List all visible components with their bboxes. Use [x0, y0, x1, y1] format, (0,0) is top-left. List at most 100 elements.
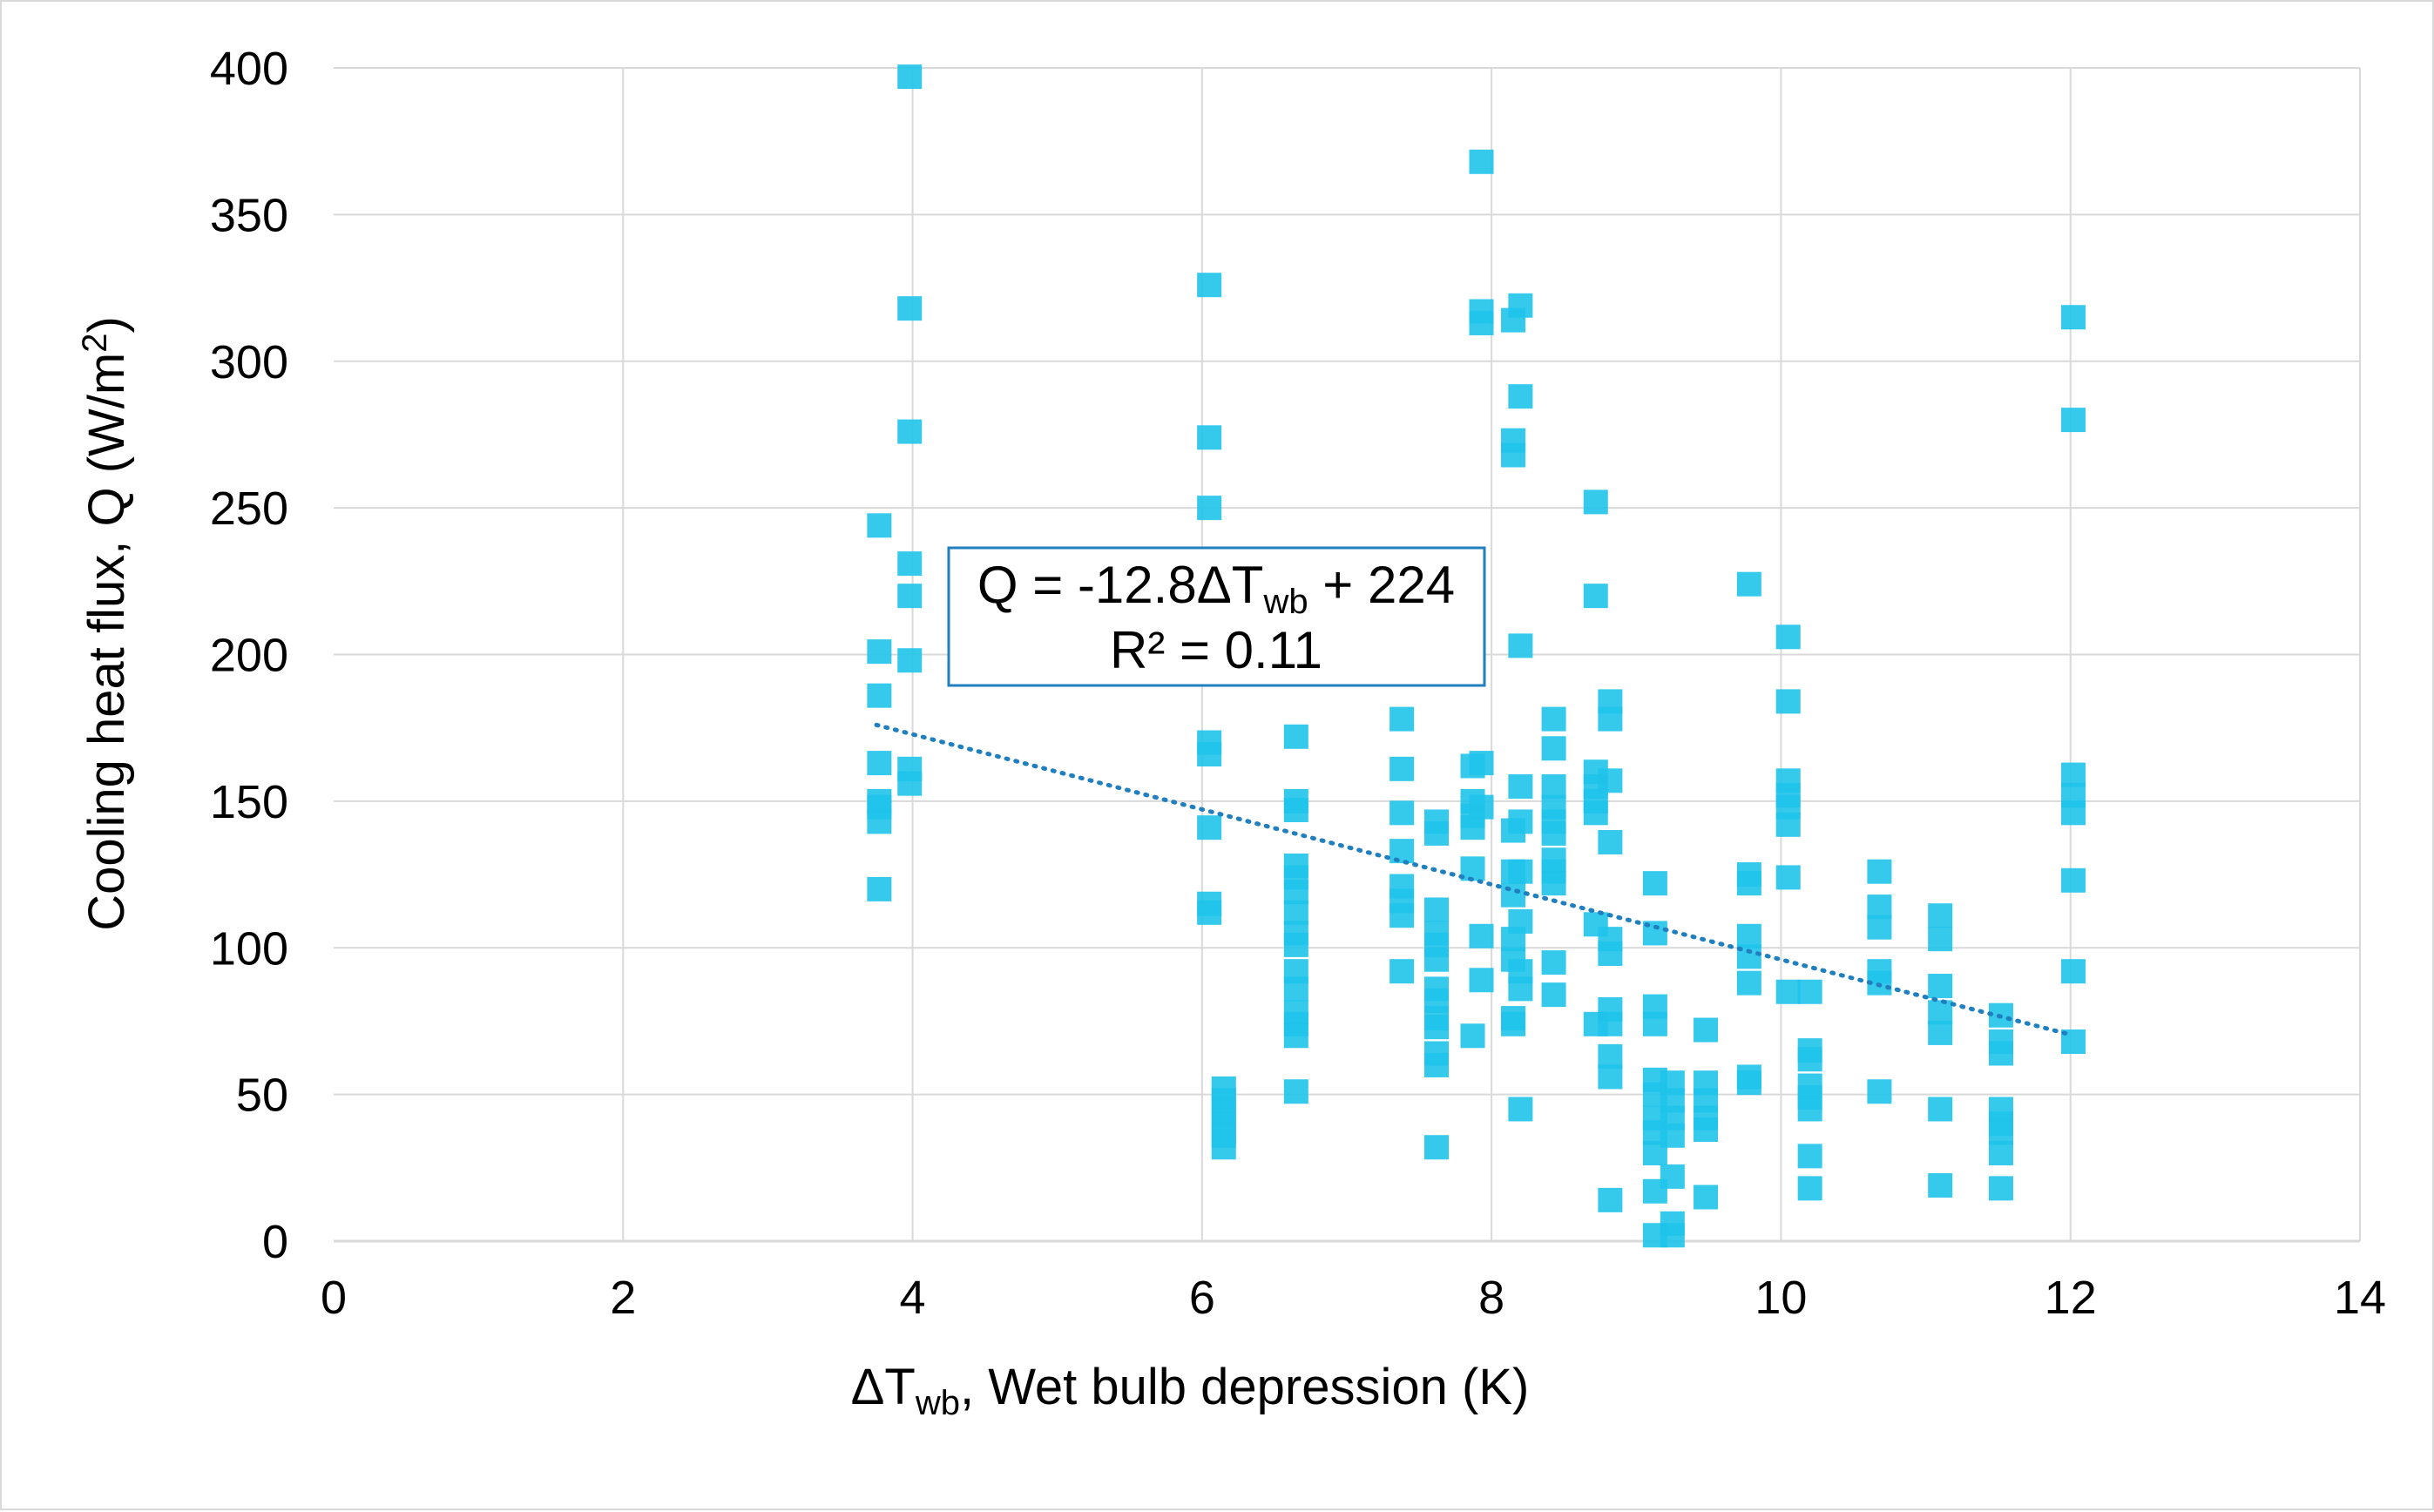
data-point — [1988, 1176, 2013, 1201]
data-point — [867, 639, 892, 665]
data-point — [1583, 800, 1608, 826]
data-point — [1424, 1052, 1450, 1077]
data-point — [1598, 1011, 1623, 1036]
trend-equation: Q = -12.8ΔTwb + 224 — [977, 556, 1455, 621]
data-point — [1501, 442, 1526, 468]
data-point — [1660, 1223, 1685, 1248]
data-point — [1928, 1020, 1953, 1045]
data-point — [1508, 774, 1533, 800]
data-point — [1736, 1070, 1761, 1096]
data-point — [1197, 273, 1222, 298]
data-point — [897, 551, 923, 577]
data-point — [1541, 706, 1566, 732]
equation-box: Q = -12.8ΔTwb + 224 R² = 0.11 — [947, 546, 1486, 687]
y-tick-label: 300 — [210, 336, 288, 388]
trendline-group — [874, 722, 2073, 1037]
data-point — [1283, 1079, 1308, 1104]
data-point — [1694, 1185, 1719, 1210]
data-point — [1797, 1176, 1822, 1201]
data-point — [1988, 1140, 2013, 1165]
data-point — [2061, 762, 2086, 787]
data-point — [1797, 1144, 1822, 1169]
data-point — [1469, 968, 1494, 993]
data-point — [1775, 689, 1801, 714]
x-tick-label: 6 — [1189, 1272, 1215, 1324]
data-point — [1867, 859, 1892, 884]
data-point — [1598, 830, 1623, 855]
data-point — [1694, 1017, 1719, 1043]
y-tick-label: 150 — [210, 776, 288, 828]
data-point — [2061, 959, 2086, 984]
y-tick-label: 200 — [210, 630, 288, 682]
data-point — [2061, 408, 2086, 433]
data-point — [1508, 908, 1533, 934]
data-point — [1797, 1047, 1822, 1072]
data-point — [1469, 149, 1494, 174]
data-point — [1928, 1173, 1953, 1198]
data-point — [1867, 894, 1892, 920]
data-point — [1197, 496, 1222, 521]
x-tick-label: 12 — [2045, 1272, 2097, 1324]
data-point — [1988, 1041, 2013, 1066]
x-tick-label: 14 — [2334, 1272, 2386, 1324]
data-point — [1928, 1000, 1953, 1025]
y-tick-label: 50 — [236, 1070, 288, 1122]
data-point — [1197, 900, 1222, 925]
data-point — [1283, 797, 1308, 822]
data-point — [1508, 633, 1533, 658]
data-point — [1797, 1097, 1822, 1122]
data-point — [1928, 1097, 1953, 1122]
data-point — [1508, 859, 1533, 884]
data-point — [2061, 867, 2086, 893]
data-point — [1469, 310, 1494, 335]
data-point — [1424, 947, 1450, 972]
data-point — [1598, 1064, 1623, 1090]
data-point — [1501, 882, 1526, 908]
x-tick-label: 8 — [1478, 1272, 1504, 1324]
data-point — [897, 419, 923, 444]
trendline — [874, 722, 2073, 1037]
data-point — [1598, 941, 1623, 966]
data-point — [897, 771, 923, 796]
y-tick-label: 400 — [210, 43, 288, 95]
data-point — [1541, 950, 1566, 975]
x-tick-label: 4 — [900, 1272, 926, 1324]
data-point — [1283, 1023, 1308, 1049]
data-point — [1211, 1135, 1236, 1160]
data-point — [1283, 724, 1308, 749]
data-point — [1598, 768, 1623, 793]
y-tick-label: 250 — [210, 483, 288, 535]
data-point — [1541, 774, 1566, 800]
data-point — [1736, 871, 1761, 896]
data-point — [1642, 871, 1667, 896]
data-point — [1928, 974, 1953, 999]
x-tick-label: 0 — [321, 1272, 347, 1324]
data-point — [867, 683, 892, 708]
data-point — [897, 64, 923, 90]
data-point — [1508, 293, 1533, 318]
data-point — [1598, 1043, 1623, 1069]
y-tick-label: 100 — [210, 922, 288, 975]
data-point — [1508, 976, 1533, 1002]
data-point — [1694, 1117, 1719, 1143]
y-tick-label: 0 — [262, 1216, 288, 1268]
data-points — [867, 64, 2086, 1248]
data-point — [897, 584, 923, 609]
data-point — [1775, 979, 1801, 1004]
data-point — [1460, 1023, 1485, 1049]
data-point — [1508, 809, 1533, 834]
data-point — [1928, 927, 1953, 952]
data-point — [1283, 900, 1308, 925]
data-point — [1736, 923, 1761, 948]
data-point — [1389, 706, 1415, 732]
data-point — [1797, 979, 1822, 1004]
data-point — [1460, 815, 1485, 840]
data-point — [1469, 794, 1494, 820]
y-tick-label: 350 — [210, 189, 288, 241]
data-point — [1508, 1097, 1533, 1122]
x-tick-label: 2 — [610, 1272, 636, 1324]
data-point — [1660, 1123, 1685, 1148]
data-point — [1389, 800, 1415, 826]
